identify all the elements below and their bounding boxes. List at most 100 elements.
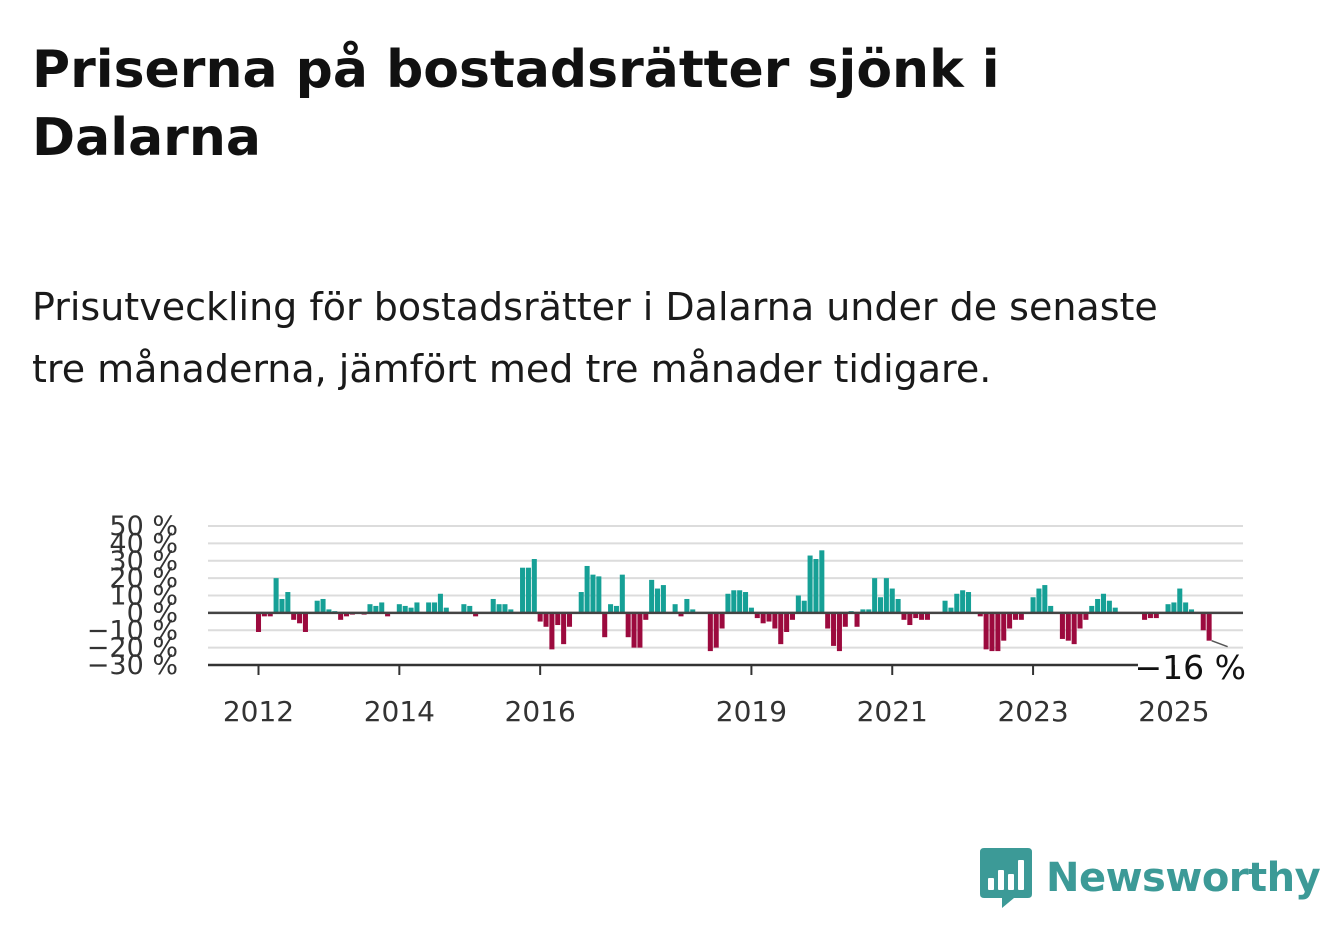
bar <box>743 592 749 613</box>
bar <box>795 595 801 613</box>
bar <box>1142 612 1148 620</box>
bar <box>566 612 573 627</box>
bar <box>877 597 884 613</box>
bar <box>819 550 825 613</box>
y-tick-label: 50 % <box>109 511 178 542</box>
bar <box>1177 588 1183 613</box>
bar <box>854 612 860 627</box>
bar <box>655 588 661 613</box>
bar <box>989 612 995 652</box>
bar <box>1153 612 1159 619</box>
bar <box>1089 605 1095 613</box>
bar <box>643 612 649 620</box>
bar <box>801 600 807 613</box>
bar <box>490 598 496 613</box>
y-tick-label: −30 % <box>87 650 178 681</box>
bar <box>983 612 989 650</box>
newsworthy-logo-text: Newsworthy <box>1046 855 1321 901</box>
y-tick-label: 40 % <box>109 528 178 559</box>
bar <box>432 602 438 613</box>
chart-title: Priserna på bostadsrätter sjönk i Dalarn… <box>32 40 1000 168</box>
bar <box>426 602 432 613</box>
x-tick-label: 2016 <box>505 695 576 728</box>
bar <box>1077 612 1083 629</box>
bar <box>678 612 684 617</box>
bar <box>766 612 772 622</box>
bar <box>502 604 508 613</box>
bar <box>1030 597 1036 613</box>
x-tick-label: 2019 <box>716 695 787 728</box>
bar <box>883 578 889 613</box>
bar <box>725 593 731 613</box>
bar <box>942 600 948 613</box>
bar <box>543 612 549 627</box>
bar <box>960 590 966 613</box>
bar <box>784 612 790 632</box>
y-tick-label: 0 % <box>127 598 178 629</box>
bar <box>437 593 443 613</box>
bar <box>273 578 279 613</box>
bar <box>561 612 567 645</box>
bar <box>443 607 449 613</box>
bar <box>1106 600 1112 613</box>
bar <box>1206 612 1212 641</box>
bar <box>496 604 502 613</box>
bar <box>977 612 983 617</box>
last-value-label: −16 % <box>1135 648 1247 687</box>
bar <box>1042 585 1048 613</box>
bar <box>1048 605 1054 613</box>
bar <box>367 604 373 613</box>
bar <box>467 605 473 613</box>
bar <box>613 605 619 613</box>
bar <box>584 565 590 613</box>
bar <box>995 612 1001 652</box>
bar <box>637 612 643 648</box>
bar <box>1012 612 1018 620</box>
bar <box>731 590 737 613</box>
x-tick-label: 2014 <box>364 695 435 728</box>
bar <box>719 612 725 629</box>
bar <box>836 612 842 652</box>
bar <box>748 607 754 613</box>
bar <box>842 612 848 627</box>
bar <box>954 593 960 613</box>
bar <box>396 604 402 613</box>
bar <box>537 612 543 622</box>
newsworthy-logo: Newsworthy <box>980 848 1321 908</box>
bar <box>913 612 919 619</box>
bar <box>684 598 690 613</box>
bar <box>314 600 320 613</box>
bar <box>555 612 561 626</box>
bar <box>919 612 925 620</box>
bar <box>807 555 813 613</box>
newsworthy-logo-icon <box>980 848 1032 908</box>
bar <box>831 612 837 646</box>
bar <box>924 612 930 620</box>
bar <box>1183 602 1189 613</box>
bar <box>1007 612 1013 629</box>
x-tick-label: 2012 <box>223 695 294 728</box>
bar <box>326 609 332 613</box>
bar <box>907 612 913 626</box>
bar <box>1095 598 1101 613</box>
bar <box>408 607 414 613</box>
bar <box>267 612 273 617</box>
bar <box>1071 612 1077 645</box>
y-tick-label: 20 % <box>109 563 178 594</box>
bar <box>760 612 766 624</box>
bar <box>966 592 972 613</box>
bar <box>402 605 408 613</box>
x-tick-label: 2021 <box>857 695 928 728</box>
bar <box>385 612 391 617</box>
bar <box>690 609 696 613</box>
bar <box>320 598 326 613</box>
bar-chart: −30 %−20 %−10 %0 %10 %20 %30 %40 %50 % 20… <box>87 511 1247 728</box>
bar <box>948 607 954 613</box>
bar <box>1171 602 1177 613</box>
bar <box>590 574 596 613</box>
bar <box>649 579 655 613</box>
y-tick-label: −20 % <box>87 633 178 664</box>
bar <box>520 567 526 613</box>
bar <box>297 612 303 624</box>
bar <box>343 612 350 617</box>
